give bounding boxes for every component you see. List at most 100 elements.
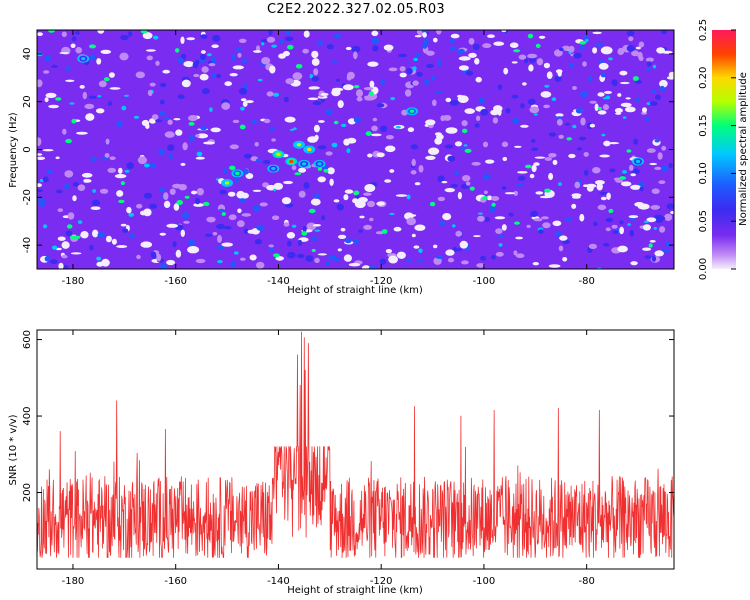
spectrogram-cell [462,175,471,182]
spectrogram-cell [410,144,418,150]
spectrogram-cell [642,247,652,251]
spectrogram-cell [564,122,570,126]
spectrogram-cell [308,86,316,90]
spectrogram-cell [298,167,307,173]
spectrogram-cell [642,107,647,113]
spectrogram-cell [548,153,557,158]
x-tick-label: -140 [267,576,290,587]
spectrogram-cell [126,162,134,170]
spectrogram-cell [504,192,515,195]
spectrogram-cell [283,96,289,103]
spectrogram-cell [668,71,674,78]
spectrogram-cell [208,63,216,67]
hotspot-core [635,159,641,164]
spectrogram-cell [628,215,639,219]
spectrogram-cell [151,114,159,120]
spectrogram-cell [245,173,254,179]
spectrogram-cell [210,127,221,133]
spectrogram-cell [628,36,634,42]
spectrogram-cell [638,41,645,48]
spectrogram-cell [612,230,618,234]
spectrogram-cell [159,187,166,193]
spectrogram-cell [588,243,598,249]
spectrogram-cell [336,203,344,211]
spectrogram-cell [218,208,225,212]
spectrogram-cell [646,61,652,67]
spectrogram-cell [108,72,115,78]
spectrogram-cell [356,96,363,102]
spectrogram-cell [535,43,541,49]
spectrogram-cell [252,189,262,192]
spectrogram-cell [344,189,354,194]
spectrogram-cell [285,78,295,85]
spectrogram-cell [459,146,465,151]
spectrogram-cell [363,87,374,91]
spectrogram-cell [368,265,377,269]
spectrogram-cell [209,107,213,112]
spectrogram-cell [177,94,185,100]
spectrogram-cell [608,142,620,145]
spectrogram-cell [76,131,88,135]
spectrogram-cell [661,30,667,35]
spectrogram-cell [548,264,561,268]
spectrogram-cell [266,91,274,97]
spectrogram-cell [177,57,184,64]
spectrogram-cell [609,168,616,173]
spectrogram-cell [328,254,337,260]
spectrogram-cell [450,184,458,188]
spectrogram-cell [600,196,607,201]
spectrogram-cell [236,220,245,228]
spectrogram-cell [520,103,525,109]
spectrogram-cell [430,75,435,81]
spectrogram-cell [665,241,671,247]
spectrogram-cell [120,223,127,227]
spectrogram-cell [572,86,577,90]
spectrogram-cell [200,53,206,61]
spectrogram-cell [314,257,320,263]
spectrogram-cell [217,260,223,264]
spectrogram-cell [442,213,452,221]
spectrogram-cell [37,137,42,146]
spectrogram-cell [571,193,582,198]
spectrogram-cell [464,108,476,114]
spectrogram-cell [331,142,338,148]
spectrogram-cell [580,117,586,126]
spectrogram-cell [585,39,589,42]
spectrogram-cell [237,208,242,214]
spectrogram-cell [188,122,195,126]
spectrogram-cell [216,74,222,78]
spectrogram-cell [409,214,417,217]
spectrogram-cell [661,165,669,172]
spectrogram-cell [461,260,469,265]
spectrogram-cell [37,189,44,193]
spectrogram-cell [619,226,624,235]
spectrogram-cell [97,95,102,98]
spectrogram-cell [175,129,183,136]
spectrogram-cell [256,45,260,52]
spectrogram-cell [366,200,376,208]
spectrogram-cell [261,42,265,46]
spectrogram-cell [318,120,325,123]
spectrogram-cell [497,108,502,116]
spectrogram-cell [642,224,652,231]
spectrogram-cell [598,60,605,64]
x-tick-label: -80 [578,576,594,587]
spectrogram-cell [243,153,252,159]
spectrogram-cell [159,232,166,236]
spectrogram-cell [186,37,195,41]
spectrogram-cell [523,57,529,64]
spectrogram-cell [533,162,540,166]
spectrogram-cell [626,149,632,153]
spectrogram-cell [469,186,475,191]
y-tick-label: -40 [22,237,33,253]
spectrogram-cell [658,180,666,184]
spectrogram-cell [398,53,407,58]
spectrogram-cell [407,127,415,133]
spectrogram-cell [353,190,360,196]
spectrogram-cell [406,194,411,200]
spectrogram-cell [183,220,190,224]
spectrogram-cell [656,47,665,54]
spectrogram-cell [91,199,101,207]
spectrogram-cell [321,215,326,221]
spectrogram-cell [313,68,319,76]
